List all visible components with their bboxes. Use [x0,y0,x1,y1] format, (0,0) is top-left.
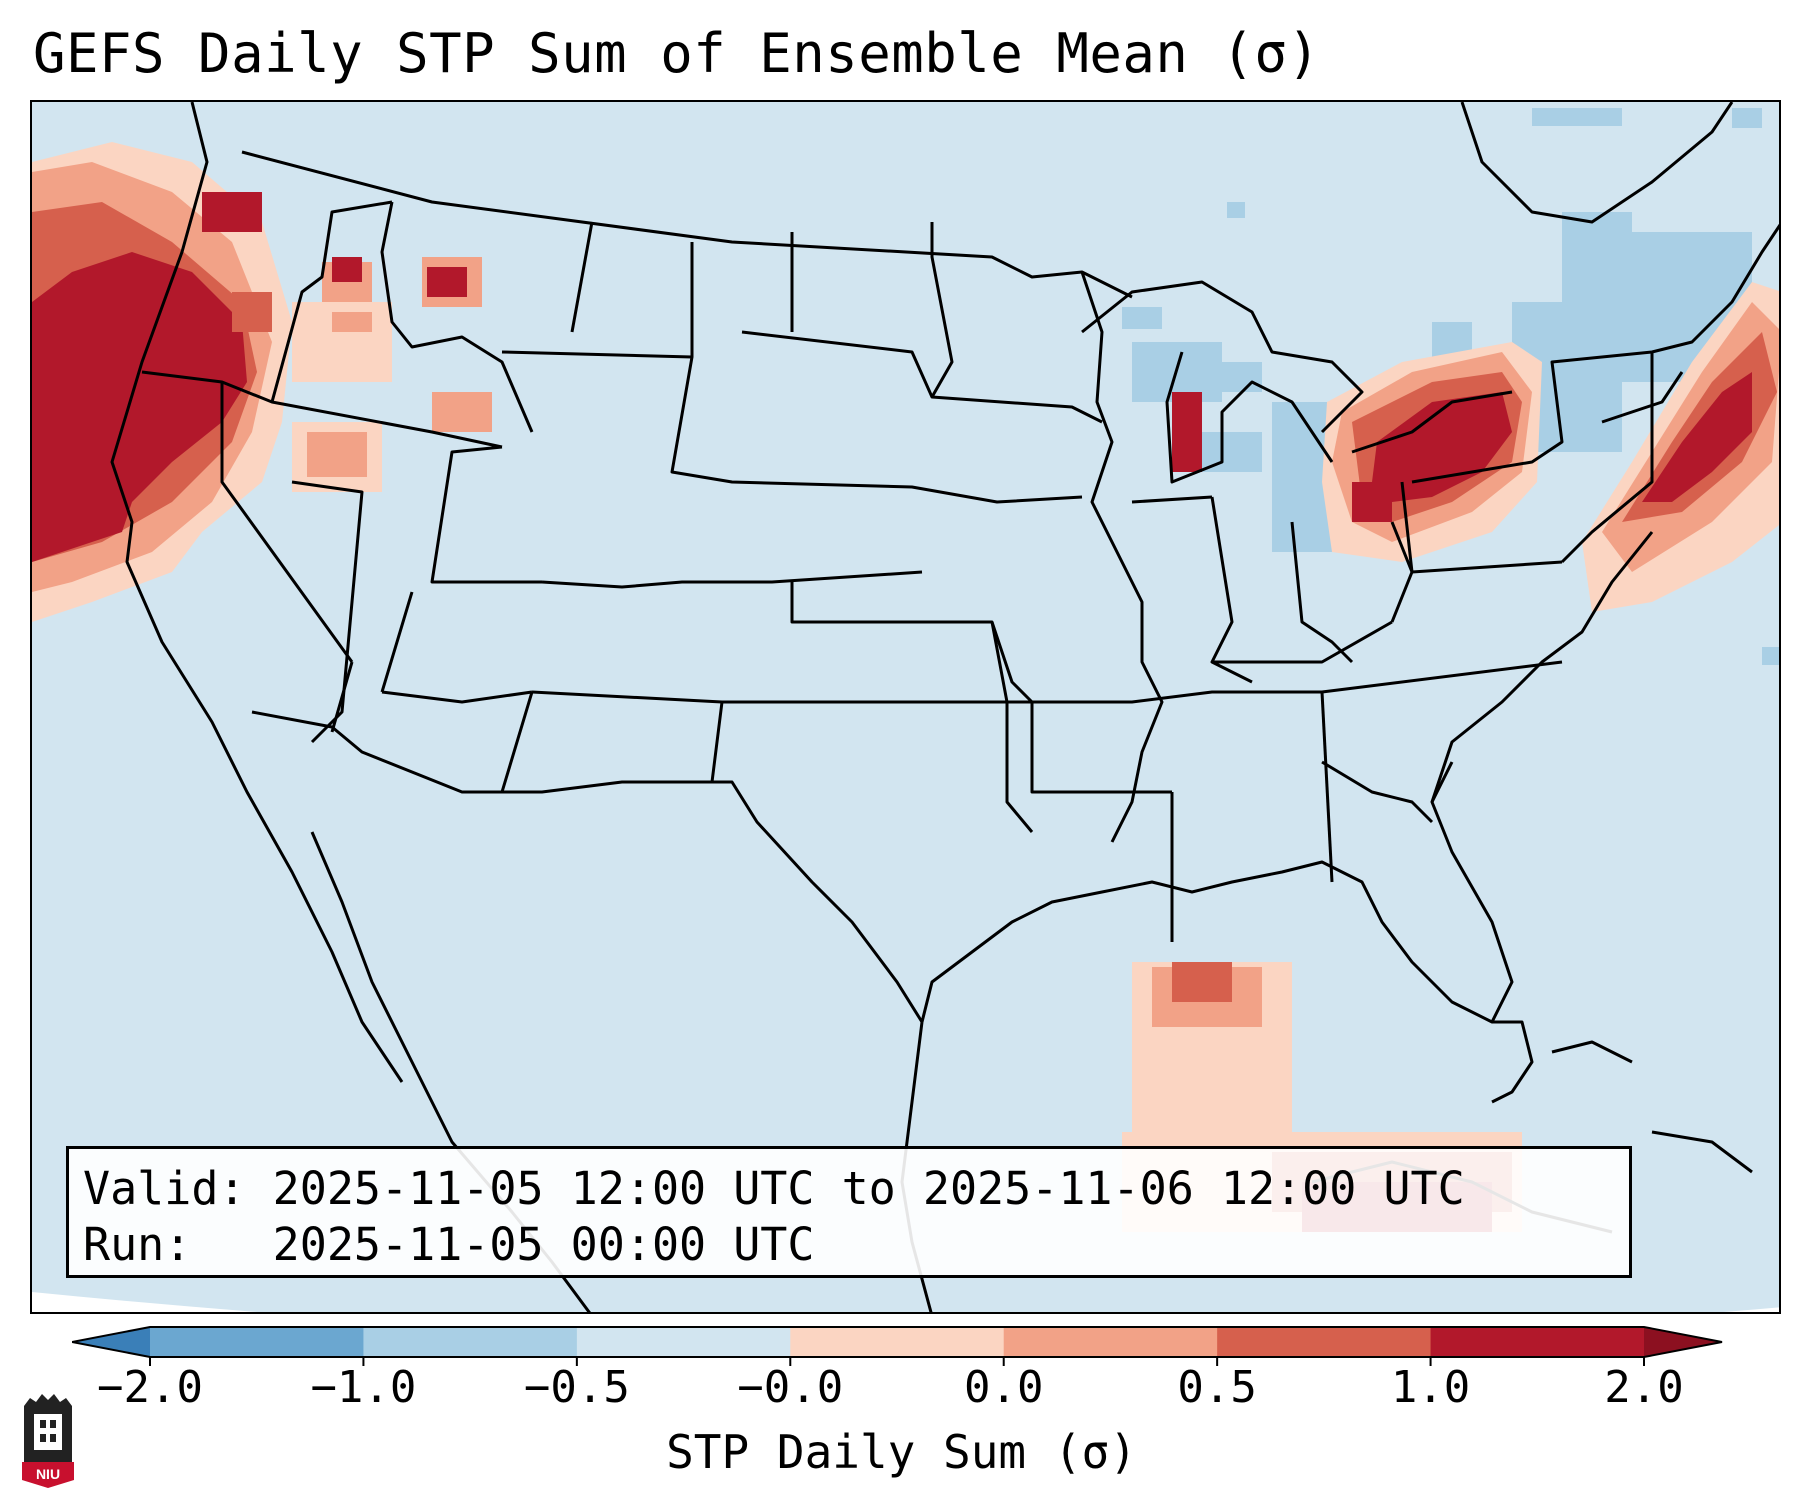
colorbar-tick-label: −0.0 [737,1362,844,1413]
colorbar-bin [1217,1327,1432,1357]
colorbar-tick-label: 0.5 [1177,1362,1257,1413]
colorbar-bin [363,1327,578,1357]
colorbar-label: STP Daily Sum (σ) [666,1425,1137,1479]
colorbar-tick-label: −1.0 [310,1362,417,1413]
niu-logo-icon: NIU [22,1394,74,1488]
colorbar-tick-label: −2.0 [97,1362,203,1413]
colorbar [72,1326,1723,1366]
map-panel [30,100,1781,1314]
colorbar-tick-label: −0.5 [523,1362,630,1413]
colorbar-bin [790,1327,1005,1357]
logo-text: NIU [36,1466,60,1482]
colorbar-under-triangle [72,1327,150,1357]
chart-title: GEFS Daily STP Sum of Ensemble Mean (σ) [33,22,1321,85]
run-time-line: Run: 2025-11-05 00:00 UTC [83,1218,815,1271]
colorbar-tick-label: 2.0 [1604,1362,1684,1413]
colorbar-bin [150,1327,364,1357]
colorbar-bin [576,1327,791,1357]
colorbar-tick-label: 1.0 [1390,1362,1471,1413]
valid-run-info-box: Valid: 2025-11-05 12:00 UTC to 2025-11-0… [66,1146,1632,1278]
colorbar-over-triangle [1644,1327,1722,1357]
colorbar-bin [1430,1327,1645,1357]
state-borders [110,102,1779,1312]
colorbar-bin [1003,1327,1218,1357]
valid-time-line: Valid: 2025-11-05 12:00 UTC to 2025-11-0… [83,1162,1465,1215]
map-svg [32,102,1779,1312]
colorbar-tick-label: 0.0 [963,1362,1044,1413]
